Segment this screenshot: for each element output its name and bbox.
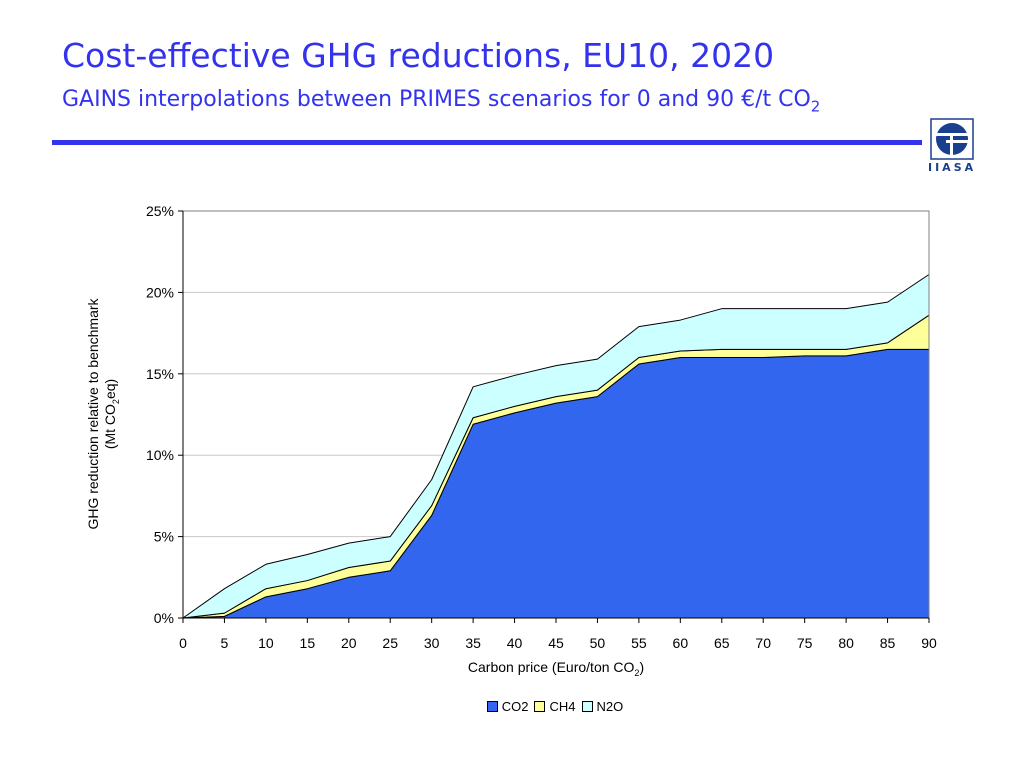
x-label-pre: Carbon price (Euro/ton CO — [467, 659, 635, 675]
x-tick-label-18: 90 — [921, 635, 937, 651]
x-tick-label-13: 65 — [714, 635, 730, 651]
iiasa-logo-icon — [930, 118, 974, 160]
x-tick-label-6: 30 — [424, 635, 440, 651]
y-tick-label-2: 10% — [146, 447, 174, 463]
x-tick-label-15: 75 — [797, 635, 813, 651]
y-tick-label-1: 5% — [154, 529, 174, 545]
y-axis-label-line2: (Mt CO2eq) — [102, 298, 125, 529]
subtitle-subscript: 2 — [810, 97, 821, 116]
y-tick-label-5: 25% — [146, 203, 174, 219]
x-axis-label: Carbon price (Euro/ton CO2) — [0, 659, 1024, 678]
x-tick-label-5: 25 — [382, 635, 398, 651]
subtitle-text: GAINS interpolations between PRIMES scen… — [62, 87, 811, 112]
legend-swatch-n2o — [581, 701, 593, 712]
x-tick-label-2: 10 — [258, 635, 274, 651]
legend-label-co2: CO2 — [501, 699, 529, 714]
x-tick-label-3: 15 — [300, 635, 316, 651]
x-tick-label-1: 5 — [221, 635, 229, 651]
y-tick-label-0: 0% — [154, 610, 174, 626]
x-tick-label-17: 85 — [880, 635, 896, 651]
slide-subtitle: GAINS interpolations between PRIMES scen… — [62, 87, 820, 115]
y-label-pre: (Mt CO — [102, 404, 119, 450]
x-tick-label-14: 70 — [755, 635, 771, 651]
x-label-sub: 2 — [634, 667, 640, 678]
y-label-sub: 2 — [110, 399, 121, 405]
x-tick-label-7: 35 — [465, 635, 481, 651]
logo-text: IIASA — [928, 161, 977, 174]
x-tick-label-4: 20 — [341, 635, 357, 651]
x-tick-label-16: 80 — [838, 635, 854, 651]
y-axis-label-line1: GHG reduction relative to benchmark — [85, 298, 102, 530]
x-tick-label-10: 50 — [590, 635, 606, 651]
x-tick-label-8: 40 — [507, 635, 523, 651]
title-rule — [52, 140, 922, 145]
x-tick-label-11: 55 — [631, 635, 647, 651]
legend-swatch-ch4 — [534, 701, 546, 712]
axis-layer: 0% 5% 10% 15% 20% 25% 0 5 10 15 20 25 30 35 40 45 50 55 60… — [146, 203, 937, 651]
x-label-post: ) — [639, 659, 645, 675]
y-tick-label-4: 20% — [146, 284, 174, 300]
x-tick-label-12: 60 — [673, 635, 689, 651]
x-tick-label-9: 45 — [548, 635, 564, 651]
slide-title: Cost-effective GHG reductions, EU10, 202… — [62, 36, 775, 75]
legend-swatch-co2 — [486, 701, 498, 712]
legend: CO2 CH4 N2O — [0, 699, 1024, 714]
y-label-post: eq) — [102, 378, 119, 400]
legend-item-ch4: CH4 — [534, 699, 576, 714]
legend-label-n2o: N2O — [596, 699, 624, 714]
y-tick-label-3: 15% — [146, 366, 174, 382]
legend-item-n2o: N2O — [581, 699, 624, 714]
legend-label-ch4: CH4 — [549, 699, 576, 714]
x-tick-label-0: 0 — [179, 635, 187, 651]
legend-item-co2: CO2 — [486, 699, 529, 714]
y-axis-label: GHG reduction relative to benchmark (Mt … — [85, 298, 125, 529]
